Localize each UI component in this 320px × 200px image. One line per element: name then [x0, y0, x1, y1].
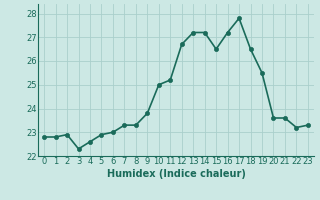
X-axis label: Humidex (Indice chaleur): Humidex (Indice chaleur) [107, 169, 245, 179]
